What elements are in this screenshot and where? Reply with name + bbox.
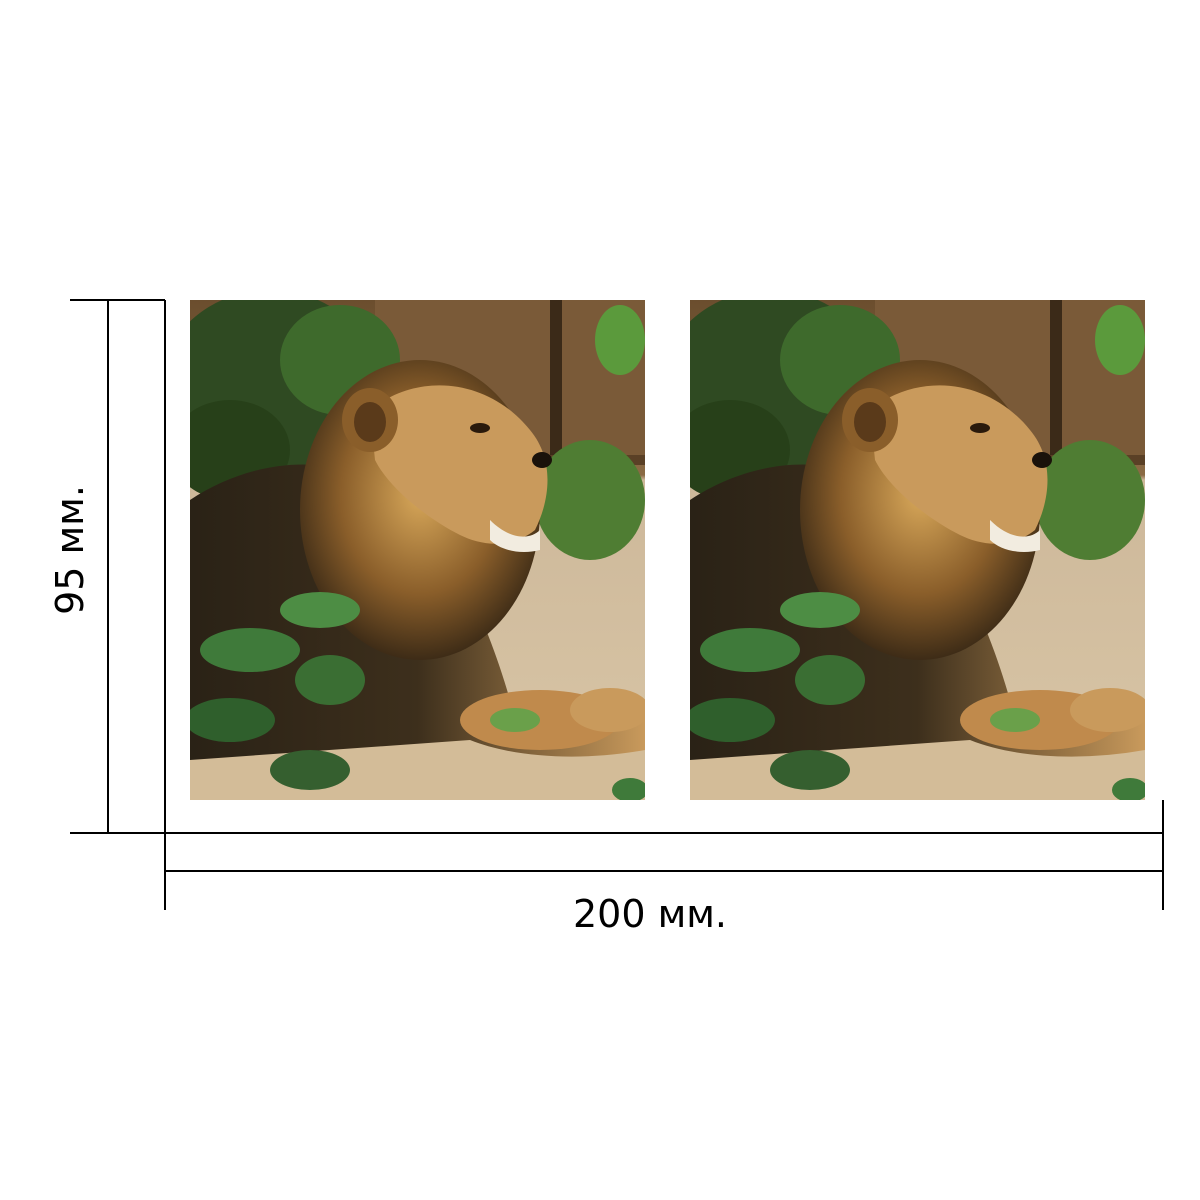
width-label: 200 мм. — [572, 892, 728, 936]
height-label: 95 мм. — [48, 485, 92, 615]
width-label-row: 200 мм. — [0, 895, 1200, 933]
lion-photo-right — [690, 300, 1145, 800]
height-dimension — [70, 299, 166, 834]
width-dimension — [164, 800, 1164, 910]
lion-photo-left — [190, 300, 645, 800]
